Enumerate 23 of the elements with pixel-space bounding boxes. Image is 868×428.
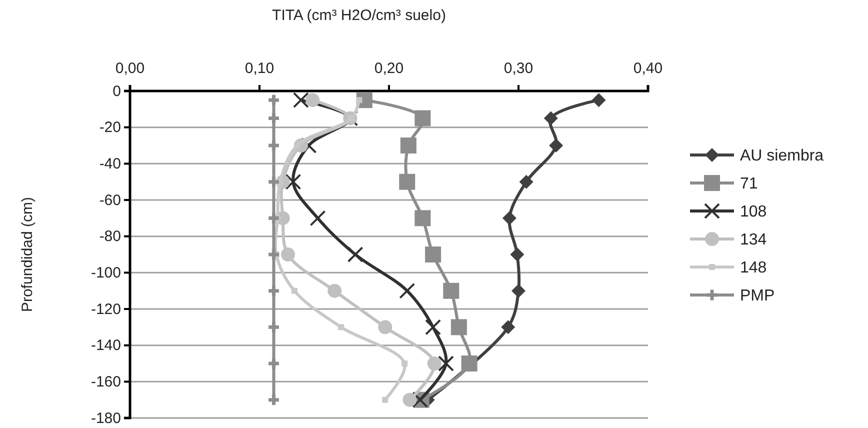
legend-label: 108	[740, 204, 767, 221]
x-tick-label: 0,30	[504, 60, 534, 77]
y-tick-label: -100	[90, 264, 121, 282]
y-tick-label: -160	[90, 373, 121, 390]
y-tick-label: -120	[90, 300, 121, 318]
x-tick-label: 0,00	[115, 60, 145, 77]
legend-label: 134	[740, 232, 767, 249]
y-tick-label: -40	[99, 155, 121, 172]
y-tick-label: -60	[99, 192, 121, 209]
x-tick-label: 0,40	[633, 60, 663, 77]
legend-label: AU siembra	[740, 148, 824, 165]
legend-label: PMP	[740, 288, 775, 305]
x-axis-title: TITA (cm³ H2O/cm³ suelo)	[272, 7, 446, 24]
x-tick-label: 0,10	[244, 60, 274, 77]
legend-label: 148	[740, 260, 767, 277]
legend-label: 71	[740, 176, 758, 193]
y-tick-label: -140	[90, 337, 121, 354]
x-tick-label: 0,20	[374, 60, 404, 77]
y-tick-label: 0	[112, 82, 121, 100]
y-tick-label: -180	[90, 410, 121, 427]
y-axis-title: Profundidad (cm)	[19, 196, 36, 312]
y-tick-label: -80	[99, 228, 121, 246]
y-tick-label: -20	[99, 119, 121, 136]
